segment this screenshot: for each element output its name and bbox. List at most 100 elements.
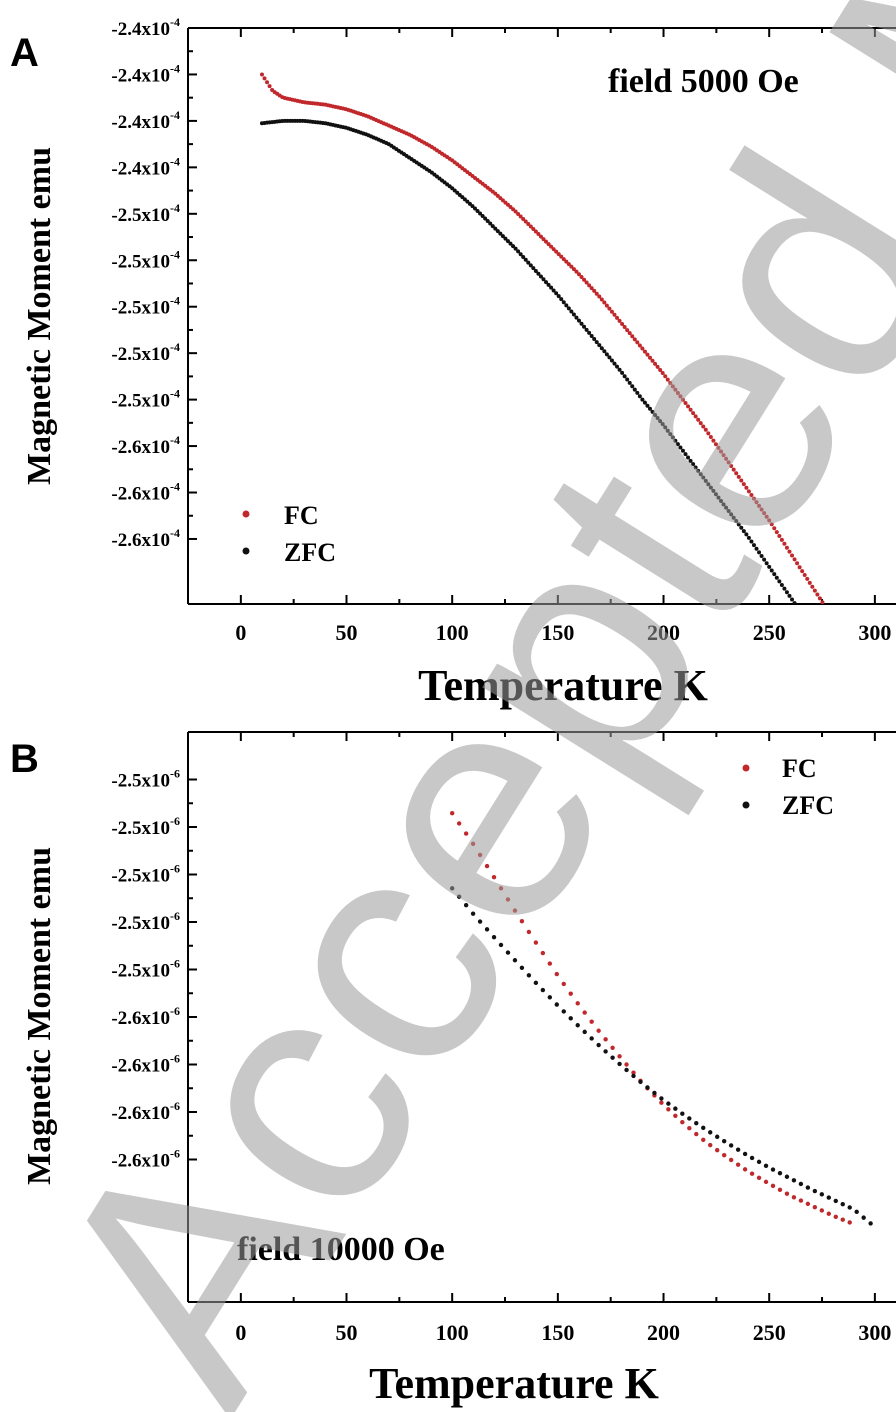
data-point bbox=[691, 462, 696, 467]
data-point bbox=[843, 635, 847, 639]
data-point bbox=[505, 239, 510, 244]
data-point bbox=[592, 288, 597, 293]
data-point bbox=[631, 1070, 636, 1075]
data-point bbox=[782, 586, 787, 591]
data-point bbox=[838, 661, 842, 665]
data-point bbox=[485, 219, 490, 224]
legend-marker bbox=[242, 547, 250, 555]
data-point bbox=[774, 575, 779, 580]
data-point bbox=[589, 286, 594, 291]
data-point bbox=[769, 568, 774, 573]
data-point bbox=[505, 897, 511, 902]
data-point bbox=[693, 414, 698, 419]
data-point bbox=[675, 442, 680, 447]
legend-marker bbox=[742, 764, 750, 772]
data-point bbox=[640, 346, 645, 351]
data-point bbox=[512, 908, 518, 913]
data-point bbox=[841, 632, 845, 636]
data-point bbox=[853, 677, 857, 681]
data-point bbox=[561, 1009, 566, 1014]
series-fc bbox=[259, 72, 873, 680]
data-point bbox=[265, 80, 270, 85]
data-point bbox=[523, 219, 528, 224]
data-point bbox=[779, 582, 784, 587]
data-point bbox=[696, 468, 701, 473]
data-point bbox=[836, 659, 840, 663]
y-tick-label: -2.4x10-4 bbox=[111, 61, 180, 86]
data-point bbox=[584, 327, 589, 332]
y-tick-label: -2.5x10-4 bbox=[111, 294, 180, 319]
data-point bbox=[610, 1055, 615, 1060]
x-tick-label: 300 bbox=[858, 620, 891, 645]
data-point bbox=[724, 456, 729, 461]
data-point bbox=[533, 229, 538, 234]
data-point bbox=[708, 485, 713, 490]
data-point bbox=[701, 475, 706, 480]
data-point bbox=[701, 424, 706, 429]
data-point bbox=[869, 676, 873, 680]
data-point bbox=[754, 546, 759, 551]
data-point bbox=[864, 668, 868, 672]
data-point bbox=[736, 522, 741, 527]
data-point bbox=[660, 422, 665, 427]
data-point bbox=[713, 442, 718, 447]
y-tick-label: -2.6x10-6 bbox=[111, 1004, 180, 1029]
data-point bbox=[655, 416, 660, 421]
data-point bbox=[701, 1125, 706, 1131]
data-point bbox=[589, 333, 594, 338]
y-tick-label: -2.6x10-4 bbox=[111, 433, 180, 458]
data-point bbox=[851, 675, 855, 679]
data-point bbox=[833, 620, 837, 624]
data-point bbox=[554, 1002, 559, 1007]
data-point bbox=[791, 1195, 797, 1200]
data-point bbox=[637, 394, 642, 399]
data-point bbox=[770, 1183, 776, 1189]
data-point bbox=[615, 315, 620, 320]
data-point bbox=[547, 995, 553, 1000]
y-tick-label: -2.5x10-4 bbox=[111, 201, 180, 226]
data-point bbox=[484, 927, 490, 932]
data-point bbox=[719, 498, 724, 503]
data-point bbox=[647, 406, 652, 411]
data-point bbox=[519, 965, 525, 970]
data-point bbox=[731, 515, 736, 520]
data-point bbox=[777, 579, 782, 584]
data-point bbox=[531, 227, 536, 232]
data-point bbox=[554, 291, 559, 296]
data-point bbox=[726, 509, 731, 514]
y-tick-label: -2.4x10-4 bbox=[111, 108, 180, 133]
data-point bbox=[813, 630, 817, 634]
data-point bbox=[719, 449, 724, 454]
data-point bbox=[559, 297, 564, 302]
plots: 0 50 100 150 200 250 300 -2.4x10-4 -2.4x10-4 -2.4… bbox=[10, 15, 896, 1408]
data-point bbox=[594, 291, 599, 296]
data-point bbox=[756, 1159, 762, 1165]
data-point bbox=[659, 1096, 664, 1101]
data-point bbox=[584, 280, 589, 285]
data-point bbox=[694, 1120, 699, 1126]
data-point bbox=[767, 564, 772, 569]
y-tick-label: -2.6x10-6 bbox=[111, 1147, 180, 1172]
data-point bbox=[792, 557, 797, 562]
data-point bbox=[551, 247, 556, 252]
data-point bbox=[566, 262, 571, 267]
field-annotation: field 5000 Oe bbox=[608, 63, 799, 100]
data-point bbox=[640, 397, 645, 402]
data-point bbox=[516, 249, 521, 254]
data-point bbox=[556, 252, 561, 257]
data-point bbox=[617, 1054, 622, 1059]
data-point bbox=[582, 277, 587, 282]
data-point bbox=[724, 505, 729, 510]
data-point bbox=[561, 257, 566, 262]
data-point bbox=[579, 274, 584, 279]
data-point bbox=[764, 514, 769, 519]
data-point bbox=[861, 1215, 866, 1220]
data-point bbox=[749, 493, 754, 498]
data-point bbox=[763, 1179, 769, 1185]
y-tick-label: -2.5x10-6 bbox=[111, 862, 180, 887]
data-point bbox=[607, 355, 612, 360]
data-point bbox=[546, 242, 551, 247]
data-point bbox=[866, 672, 870, 676]
data-point bbox=[866, 684, 870, 688]
data-point bbox=[787, 593, 792, 598]
